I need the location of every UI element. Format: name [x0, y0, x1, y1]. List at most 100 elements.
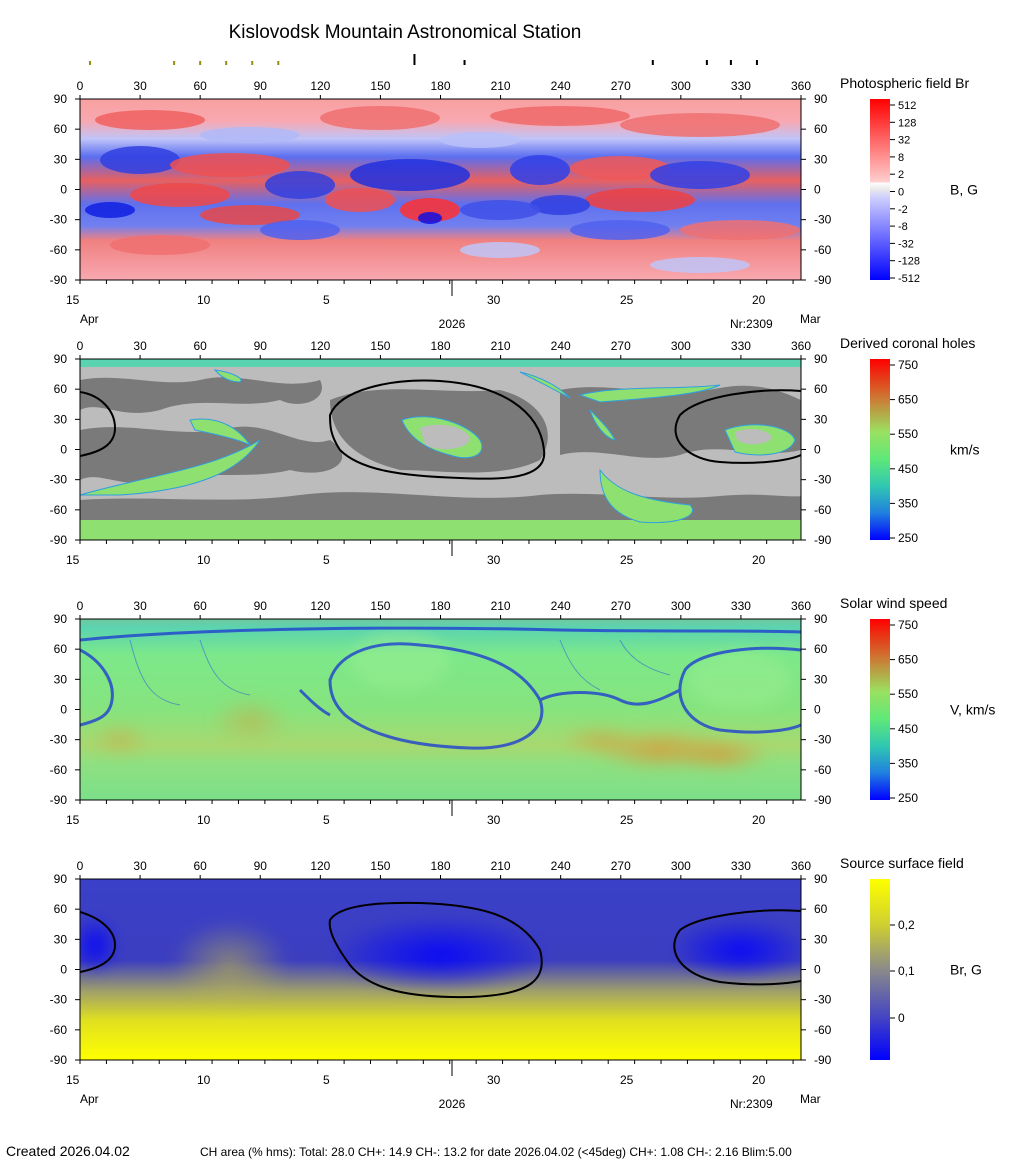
footer-created: Created 2026.04.02	[6, 1143, 130, 1159]
field-patch	[260, 220, 340, 240]
neutral-line	[674, 389, 801, 464]
latitude-tick-label-left: 60	[54, 382, 68, 396]
latitude-tick-label-left: -30	[50, 993, 68, 1007]
field-patch	[95, 110, 205, 130]
latitude-tick-label-right: -60	[814, 503, 832, 517]
longitude-tick-label: 0	[77, 859, 84, 873]
latitude-tick-label-left: 30	[54, 152, 68, 166]
neutral-line	[328, 379, 546, 480]
colorbar-tick-label: 128	[898, 117, 916, 129]
field-patch	[110, 235, 210, 255]
latitude-tick-label-right: 60	[814, 902, 828, 916]
longitude-tick-label: 90	[254, 79, 268, 93]
latitude-tick-label-right: -90	[814, 793, 832, 807]
longitude-tick-label: 30	[133, 339, 147, 353]
field-patch	[650, 161, 750, 189]
colorbar-tick-label: 0,2	[898, 918, 915, 932]
longitude-tick-label: 150	[370, 79, 390, 93]
colorbar-tick-label: 550	[898, 687, 918, 701]
longitude-tick-label: 210	[491, 339, 511, 353]
field-patch	[460, 242, 540, 258]
longitude-tick-label: 180	[430, 339, 450, 353]
month-label-left: Apr	[80, 312, 99, 326]
neutral-line	[673, 909, 801, 986]
latitude-tick-label-right: -30	[814, 993, 832, 1007]
date-tick-label: 20	[752, 293, 766, 307]
colorbar-tick-label: -32	[898, 238, 914, 250]
latitude-tick-label-left: -60	[50, 503, 68, 517]
latitude-tick-label-left: 0	[60, 703, 67, 717]
longitude-tick-label: 360	[791, 339, 811, 353]
latitude-tick-label-right: 0	[814, 963, 821, 977]
longitude-tick-label: 30	[133, 79, 147, 93]
latitude-tick-label-right: -90	[814, 273, 832, 287]
latitude-tick-label-right: 30	[814, 672, 828, 686]
colorbar-tick-label: 450	[898, 462, 918, 476]
field-patch	[680, 220, 800, 240]
date-tick-label: 25	[620, 1073, 634, 1087]
longitude-tick-label: 60	[193, 859, 207, 873]
low-speed-boundaries	[80, 626, 801, 750]
top-marks	[89, 54, 758, 65]
date-tick-label: 20	[752, 1073, 766, 1087]
longitude-tick-label: 330	[731, 859, 751, 873]
longitude-tick-label: 360	[791, 79, 811, 93]
date-tick-label: 10	[197, 553, 211, 567]
field-patch	[490, 106, 630, 126]
colorbar-tick-label: 8	[898, 152, 904, 164]
latitude-tick-label-right: -30	[814, 213, 832, 227]
longitude-tick-label: 210	[491, 859, 511, 873]
longitude-tick-label: 150	[370, 339, 390, 353]
date-tick-label: 25	[620, 813, 634, 827]
latitude-tick-label-left: -90	[50, 533, 68, 547]
latitude-tick-label-left: -90	[50, 1053, 68, 1067]
date-tick-label: 5	[323, 553, 330, 567]
longitude-tick-label: 270	[611, 79, 631, 93]
date-tick-label: 15	[66, 813, 80, 827]
latitude-tick-label-left: 90	[54, 612, 68, 626]
field-patch	[200, 127, 300, 143]
latitude-tick-label-left: -60	[50, 763, 68, 777]
field-patch	[320, 106, 440, 130]
latitude-tick-label-right: 60	[814, 642, 828, 656]
colorbar-tick-label: 350	[898, 756, 918, 770]
latitude-tick-label-left: 90	[54, 352, 68, 366]
longitude-tick-label: 330	[731, 339, 751, 353]
field-patch	[85, 202, 135, 218]
year-label: 2026	[439, 317, 466, 331]
colorbar-tick-label: 750	[898, 358, 918, 372]
neutral-line	[80, 391, 117, 457]
latitude-tick-label-right: 60	[814, 122, 828, 136]
latitude-tick-label-left: 30	[54, 412, 68, 426]
field-patch	[650, 257, 750, 273]
colorbar-tick-label: -2	[898, 204, 908, 216]
longitude-tick-label: 90	[254, 339, 268, 353]
longitude-tick-label: 360	[791, 859, 811, 873]
photospheric-field-patches	[85, 106, 800, 273]
date-tick-label: 30	[487, 813, 501, 827]
field-patch	[130, 183, 230, 207]
month-label-right: Mar	[800, 312, 821, 326]
date-tick-label: 25	[620, 553, 634, 567]
longitude-tick-label: 90	[254, 859, 268, 873]
rotation-number: Nr:2309	[730, 1097, 773, 1111]
colorbar-tick-label: -8	[898, 221, 908, 233]
date-tick-label: 30	[487, 293, 501, 307]
longitude-tick-label: 0	[77, 79, 84, 93]
colorbar-tick-label: 350	[898, 496, 918, 510]
longitude-tick-label: 330	[731, 599, 751, 613]
date-tick-label: 20	[752, 553, 766, 567]
longitude-tick-label: 300	[671, 339, 691, 353]
longitude-tick-label: 90	[254, 599, 268, 613]
longitude-tick-label: 180	[430, 79, 450, 93]
longitude-tick-label: 240	[551, 339, 571, 353]
latitude-tick-label-left: 60	[54, 122, 68, 136]
longitude-tick-label: 60	[193, 339, 207, 353]
longitude-tick-label: 360	[791, 599, 811, 613]
latitude-tick-label-left: 90	[54, 872, 68, 886]
panel-coronal-holes	[79, 358, 802, 541]
latitude-tick-label-right: -30	[814, 473, 832, 487]
colorbar-tick-label: 650	[898, 653, 918, 667]
longitude-tick-label: 60	[193, 599, 207, 613]
latitude-tick-label-left: 0	[60, 963, 67, 977]
